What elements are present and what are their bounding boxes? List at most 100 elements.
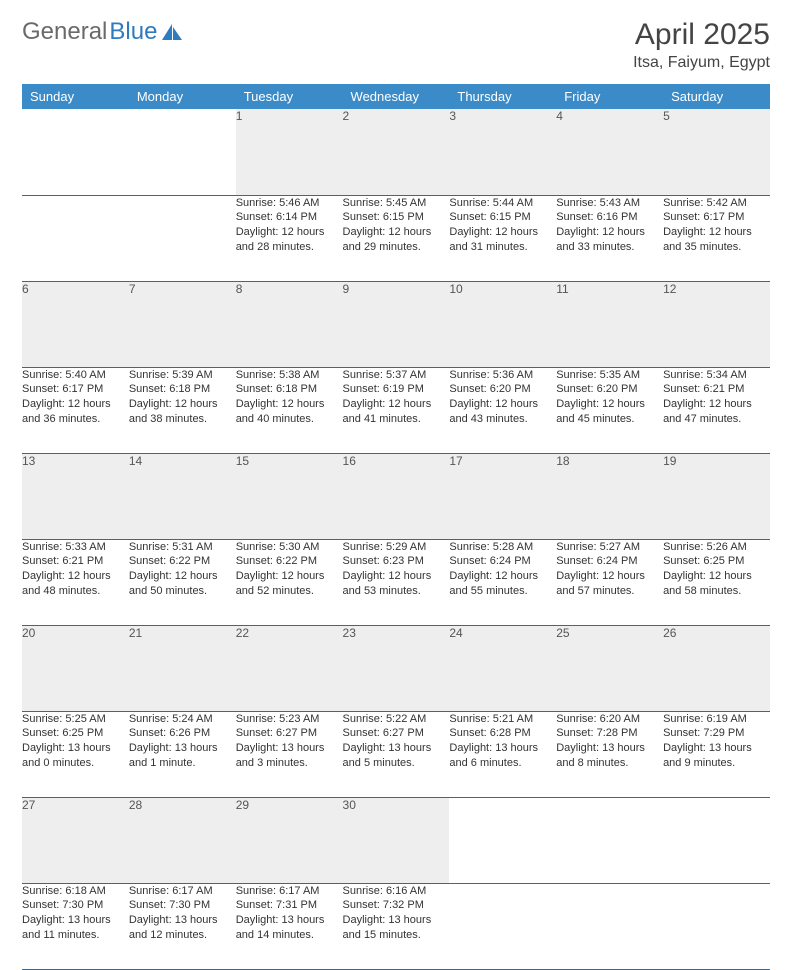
day-details: Sunrise: 5:42 AMSunset: 6:17 PMDaylight:…	[663, 196, 770, 258]
day-number-cell: 10	[449, 281, 556, 367]
day-content-cell: Sunrise: 6:17 AMSunset: 7:31 PMDaylight:…	[236, 883, 343, 969]
sunrise-line: Sunrise: 5:25 AM	[22, 712, 129, 727]
day-details: Sunrise: 5:31 AMSunset: 6:22 PMDaylight:…	[129, 540, 236, 602]
daylight-line: Daylight: 12 hours and 35 minutes.	[663, 225, 770, 255]
day-details: Sunrise: 6:17 AMSunset: 7:30 PMDaylight:…	[129, 884, 236, 946]
day-details: Sunrise: 6:18 AMSunset: 7:30 PMDaylight:…	[22, 884, 129, 946]
sunset-line: Sunset: 6:26 PM	[129, 726, 236, 741]
day-details: Sunrise: 5:46 AMSunset: 6:14 PMDaylight:…	[236, 196, 343, 258]
daylight-line: Daylight: 13 hours and 8 minutes.	[556, 741, 663, 771]
day-details: Sunrise: 5:33 AMSunset: 6:21 PMDaylight:…	[22, 540, 129, 602]
daylight-line: Daylight: 13 hours and 1 minute.	[129, 741, 236, 771]
sunrise-line: Sunrise: 5:43 AM	[556, 196, 663, 211]
content-row: Sunrise: 5:46 AMSunset: 6:14 PMDaylight:…	[22, 195, 770, 281]
sunset-line: Sunset: 6:18 PM	[129, 382, 236, 397]
brand-word2: Blue	[109, 18, 157, 46]
day-content-cell: Sunrise: 6:18 AMSunset: 7:30 PMDaylight:…	[22, 883, 129, 969]
day-content-cell: Sunrise: 5:26 AMSunset: 6:25 PMDaylight:…	[663, 539, 770, 625]
day-content-cell: Sunrise: 6:16 AMSunset: 7:32 PMDaylight:…	[343, 883, 450, 969]
day-content-cell: Sunrise: 5:45 AMSunset: 6:15 PMDaylight:…	[343, 195, 450, 281]
sunrise-line: Sunrise: 5:44 AM	[449, 196, 556, 211]
sunset-line: Sunset: 6:19 PM	[343, 382, 450, 397]
weekday-header: Thursday	[449, 84, 556, 109]
sunset-line: Sunset: 6:15 PM	[343, 210, 450, 225]
day-details: Sunrise: 5:30 AMSunset: 6:22 PMDaylight:…	[236, 540, 343, 602]
day-number-cell: 28	[129, 797, 236, 883]
day-content-cell: Sunrise: 5:46 AMSunset: 6:14 PMDaylight:…	[236, 195, 343, 281]
sunrise-line: Sunrise: 5:27 AM	[556, 540, 663, 555]
day-details: Sunrise: 5:37 AMSunset: 6:19 PMDaylight:…	[343, 368, 450, 430]
daylight-line: Daylight: 12 hours and 50 minutes.	[129, 569, 236, 599]
daylight-line: Daylight: 12 hours and 47 minutes.	[663, 397, 770, 427]
sunrise-line: Sunrise: 5:40 AM	[22, 368, 129, 383]
brand-logo: GeneralBlue	[22, 18, 183, 46]
daylight-line: Daylight: 12 hours and 55 minutes.	[449, 569, 556, 599]
day-details: Sunrise: 5:38 AMSunset: 6:18 PMDaylight:…	[236, 368, 343, 430]
day-content-cell: Sunrise: 5:31 AMSunset: 6:22 PMDaylight:…	[129, 539, 236, 625]
sunset-line: Sunset: 6:22 PM	[236, 554, 343, 569]
day-content-cell: Sunrise: 5:43 AMSunset: 6:16 PMDaylight:…	[556, 195, 663, 281]
day-content-cell: Sunrise: 5:25 AMSunset: 6:25 PMDaylight:…	[22, 711, 129, 797]
sunset-line: Sunset: 6:25 PM	[22, 726, 129, 741]
brand-word1: General	[22, 18, 107, 46]
sunset-line: Sunset: 7:28 PM	[556, 726, 663, 741]
weekday-header: Wednesday	[343, 84, 450, 109]
day-content-cell: Sunrise: 5:29 AMSunset: 6:23 PMDaylight:…	[343, 539, 450, 625]
daylight-line: Daylight: 13 hours and 15 minutes.	[343, 913, 450, 943]
day-content-cell	[556, 883, 663, 969]
day-number-cell: 1	[236, 109, 343, 195]
sunrise-line: Sunrise: 6:16 AM	[343, 884, 450, 899]
day-number-cell: 29	[236, 797, 343, 883]
weekday-header: Saturday	[663, 84, 770, 109]
day-content-cell: Sunrise: 5:22 AMSunset: 6:27 PMDaylight:…	[343, 711, 450, 797]
day-details: Sunrise: 5:23 AMSunset: 6:27 PMDaylight:…	[236, 712, 343, 774]
day-content-cell: Sunrise: 5:42 AMSunset: 6:17 PMDaylight:…	[663, 195, 770, 281]
day-number-cell: 6	[22, 281, 129, 367]
sunrise-line: Sunrise: 5:33 AM	[22, 540, 129, 555]
calendar-table: SundayMondayTuesdayWednesdayThursdayFrid…	[22, 84, 770, 970]
day-details: Sunrise: 5:24 AMSunset: 6:26 PMDaylight:…	[129, 712, 236, 774]
sunrise-line: Sunrise: 5:28 AM	[449, 540, 556, 555]
day-number-cell: 22	[236, 625, 343, 711]
daylight-line: Daylight: 12 hours and 53 minutes.	[343, 569, 450, 599]
day-content-cell: Sunrise: 5:24 AMSunset: 6:26 PMDaylight:…	[129, 711, 236, 797]
sunrise-line: Sunrise: 5:36 AM	[449, 368, 556, 383]
day-number-cell	[663, 797, 770, 883]
sunset-line: Sunset: 6:22 PM	[129, 554, 236, 569]
day-number-cell	[22, 109, 129, 195]
day-details: Sunrise: 5:29 AMSunset: 6:23 PMDaylight:…	[343, 540, 450, 602]
day-content-cell: Sunrise: 5:21 AMSunset: 6:28 PMDaylight:…	[449, 711, 556, 797]
sunrise-line: Sunrise: 5:26 AM	[663, 540, 770, 555]
day-number-cell: 15	[236, 453, 343, 539]
day-details: Sunrise: 5:35 AMSunset: 6:20 PMDaylight:…	[556, 368, 663, 430]
day-details: Sunrise: 5:45 AMSunset: 6:15 PMDaylight:…	[343, 196, 450, 258]
sunrise-line: Sunrise: 6:20 AM	[556, 712, 663, 727]
day-details: Sunrise: 5:22 AMSunset: 6:27 PMDaylight:…	[343, 712, 450, 774]
content-row: Sunrise: 5:33 AMSunset: 6:21 PMDaylight:…	[22, 539, 770, 625]
weekday-header: Sunday	[22, 84, 129, 109]
sunset-line: Sunset: 6:25 PM	[663, 554, 770, 569]
day-details: Sunrise: 6:17 AMSunset: 7:31 PMDaylight:…	[236, 884, 343, 946]
day-number-cell: 16	[343, 453, 450, 539]
sunrise-line: Sunrise: 6:19 AM	[663, 712, 770, 727]
sunset-line: Sunset: 6:21 PM	[663, 382, 770, 397]
day-number-cell: 23	[343, 625, 450, 711]
sunset-line: Sunset: 6:27 PM	[343, 726, 450, 741]
daylight-line: Daylight: 12 hours and 58 minutes.	[663, 569, 770, 599]
sunset-line: Sunset: 7:30 PM	[22, 898, 129, 913]
content-row: Sunrise: 5:40 AMSunset: 6:17 PM Daylight:…	[22, 367, 770, 453]
sunrise-line: Sunrise: 5:23 AM	[236, 712, 343, 727]
daylight-line: Daylight: 13 hours and 5 minutes.	[343, 741, 450, 771]
sunrise-line: Sunrise: 5:37 AM	[343, 368, 450, 383]
sunset-line: Sunset: 6:17 PM	[663, 210, 770, 225]
day-number-cell: 17	[449, 453, 556, 539]
daylight-line: Daylight: 12 hours and 28 minutes.	[236, 225, 343, 255]
daylight-line: Daylight: 12 hours and 45 minutes.	[556, 397, 663, 427]
daylight-line: Daylight: 12 hours and 33 minutes.	[556, 225, 663, 255]
daylight-line: Daylight: 12 hours and 40 minutes.	[236, 397, 343, 427]
sunset-line: Sunset: 6:17 PM	[22, 382, 129, 397]
day-content-cell: Sunrise: 5:34 AMSunset: 6:21 PMDaylight:…	[663, 367, 770, 453]
day-number-cell: 24	[449, 625, 556, 711]
day-number-cell: 2	[343, 109, 450, 195]
day-details: Sunrise: 5:40 AMSunset: 6:17 PMDaylight:…	[22, 368, 129, 430]
